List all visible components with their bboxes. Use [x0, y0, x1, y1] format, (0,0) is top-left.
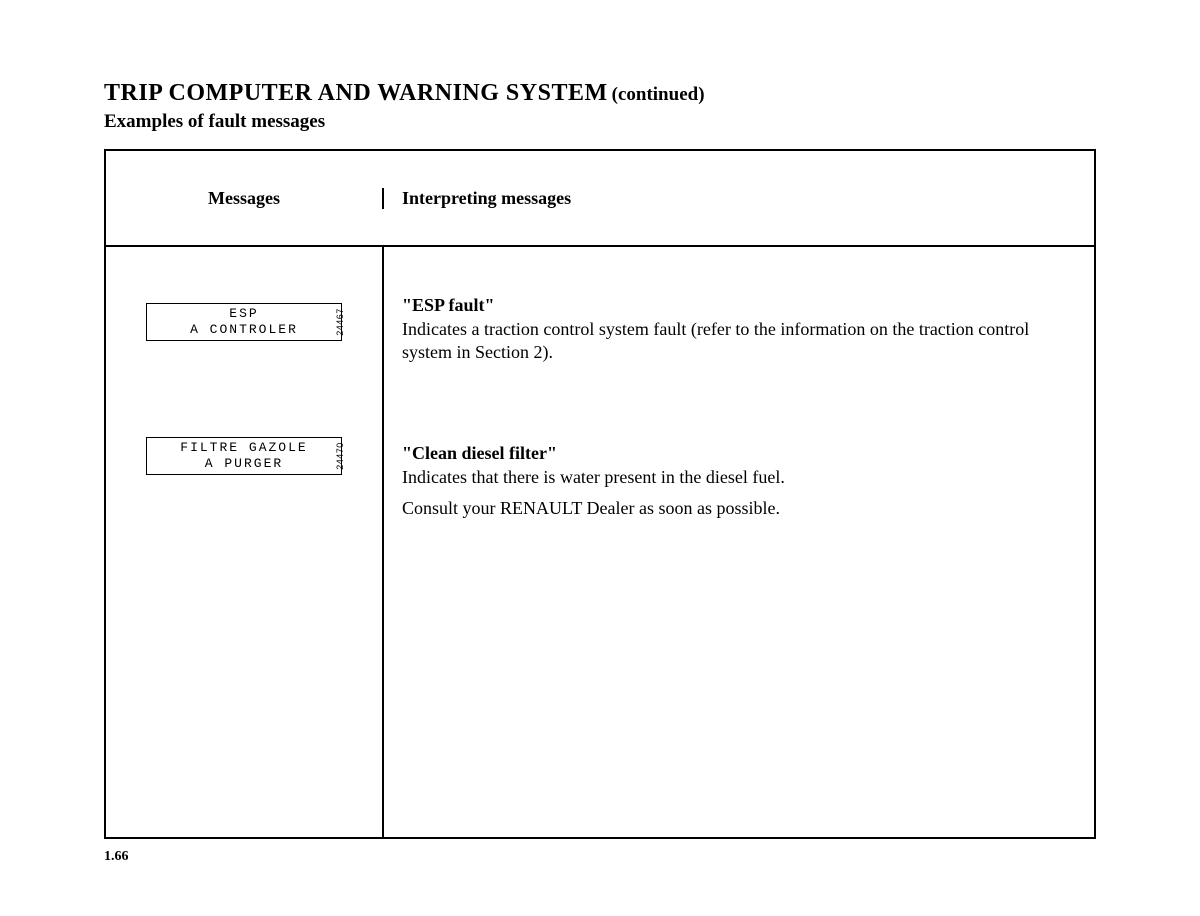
message-entry-diesel: "Clean diesel filter" Indicates that the…	[402, 443, 1076, 519]
table-header-interpreting: Interpreting messages	[384, 188, 1094, 209]
page-title-continued: (continued)	[612, 84, 705, 105]
image-reference: 24470	[335, 442, 345, 470]
fault-messages-table: Messages Interpreting messages ESP A CON…	[104, 149, 1096, 839]
lcd-line-2: A PURGER	[205, 456, 283, 472]
page-title-line: TRIP COMPUTER AND WARNING SYSTEM (contin…	[104, 80, 1096, 107]
message-entry-esp: "ESP fault" Indicates a traction control…	[402, 295, 1076, 363]
table-header-messages: Messages	[106, 188, 384, 209]
entry-title: "ESP fault"	[402, 295, 1076, 316]
table-body-row: ESP A CONTROLER 24467 FILTRE GAZOLE A PU…	[106, 247, 1094, 837]
messages-column: ESP A CONTROLER 24467 FILTRE GAZOLE A PU…	[106, 247, 384, 837]
lcd-line-2: A CONTROLER	[190, 322, 298, 338]
page-subtitle: Examples of fault messages	[104, 111, 1096, 133]
entry-body-text: Indicates that there is water present in…	[402, 466, 1076, 489]
entry-body: Indicates that there is water present in…	[402, 466, 1076, 519]
image-reference: 24467	[335, 308, 345, 336]
page-title-main: TRIP COMPUTER AND WARNING SYSTEM	[104, 80, 608, 106]
lcd-screen: ESP A CONTROLER	[146, 303, 342, 341]
lcd-line-1: FILTRE GAZOLE	[180, 440, 307, 456]
page-number: 1.66	[104, 849, 1096, 865]
lcd-display-diesel: FILTRE GAZOLE A PURGER 24470	[146, 437, 342, 475]
entry-body-text: Consult your RENAULT Dealer as soon as p…	[402, 497, 1076, 520]
lcd-line-1: ESP	[229, 306, 258, 322]
entry-title: "Clean diesel filter"	[402, 443, 1076, 464]
interpreting-column: "ESP fault" Indicates a traction control…	[384, 247, 1094, 837]
entry-body: Indicates a traction control system faul…	[402, 318, 1076, 363]
entry-body-text: Indicates a traction control system faul…	[402, 318, 1076, 363]
lcd-display-esp: ESP A CONTROLER 24467	[146, 303, 342, 341]
table-header-row: Messages Interpreting messages	[106, 151, 1094, 247]
lcd-screen: FILTRE GAZOLE A PURGER	[146, 437, 342, 475]
